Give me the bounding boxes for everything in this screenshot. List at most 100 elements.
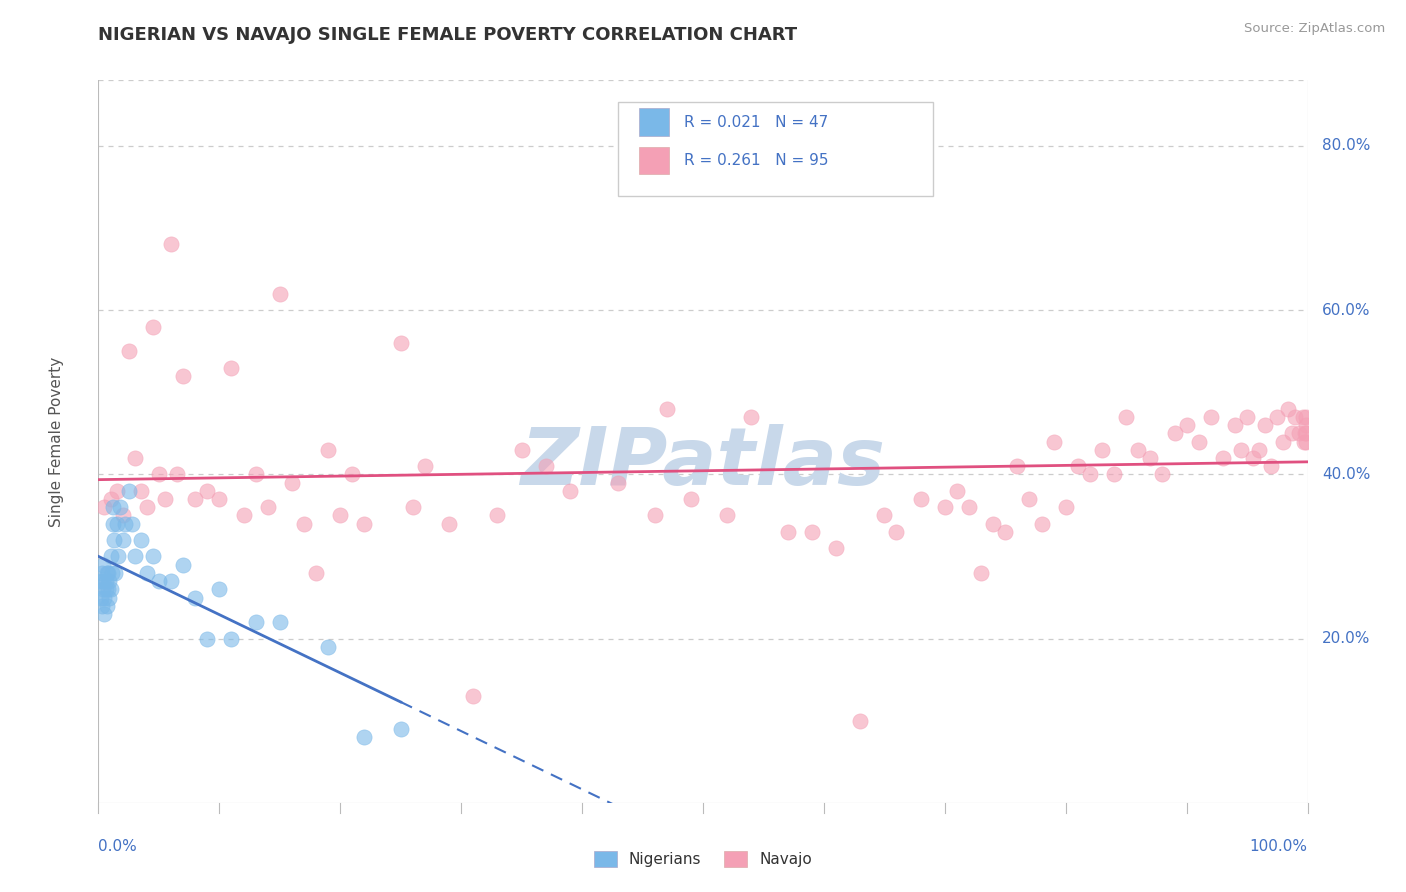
- Point: [655, 401, 678, 416]
- Point: [1199, 409, 1222, 424]
- Point: [245, 467, 267, 482]
- Point: [118, 344, 141, 359]
- Text: R = 0.021   N = 47: R = 0.021 N = 47: [683, 115, 828, 129]
- Point: [221, 632, 243, 646]
- Point: [316, 442, 339, 457]
- Point: [1115, 409, 1137, 424]
- Point: [1042, 434, 1064, 449]
- Point: [873, 508, 896, 523]
- Text: NIGERIAN VS NAVAJO SINGLE FEMALE POVERTY CORRELATION CHART: NIGERIAN VS NAVAJO SINGLE FEMALE POVERTY…: [98, 26, 797, 44]
- Point: [981, 516, 1004, 531]
- Point: [1249, 442, 1271, 457]
- Point: [94, 574, 117, 588]
- Point: [1277, 401, 1299, 416]
- Point: [208, 491, 231, 506]
- Point: [142, 549, 165, 564]
- Point: [172, 558, 194, 572]
- Point: [91, 566, 114, 580]
- Point: [124, 450, 146, 465]
- Point: [1223, 418, 1246, 433]
- Point: [1281, 426, 1303, 441]
- Point: [1188, 434, 1211, 449]
- Point: [1241, 450, 1264, 465]
- Point: [100, 566, 122, 580]
- Point: [108, 500, 131, 515]
- Point: [91, 599, 114, 613]
- Point: [934, 500, 956, 515]
- Bar: [638, 147, 669, 174]
- Point: [101, 500, 124, 515]
- Point: [1067, 459, 1090, 474]
- Point: [994, 524, 1017, 539]
- Point: [389, 336, 412, 351]
- Point: [1288, 426, 1310, 441]
- Point: [118, 483, 141, 498]
- Point: [208, 582, 231, 597]
- Point: [256, 500, 278, 515]
- Point: [957, 500, 980, 515]
- Point: [342, 467, 364, 482]
- Text: 100.0%: 100.0%: [1250, 838, 1308, 854]
- Point: [281, 475, 304, 490]
- Point: [389, 722, 412, 736]
- Point: [1294, 426, 1316, 441]
- Point: [148, 467, 170, 482]
- Point: [195, 632, 218, 646]
- Point: [166, 467, 188, 482]
- Point: [97, 566, 120, 580]
- Point: [946, 483, 969, 498]
- Point: [96, 566, 118, 580]
- Point: [1295, 409, 1317, 424]
- Text: 40.0%: 40.0%: [1322, 467, 1371, 482]
- Point: [1212, 450, 1234, 465]
- Point: [93, 500, 115, 515]
- Point: [184, 491, 207, 506]
- Point: [100, 549, 122, 564]
- Point: [1284, 409, 1306, 424]
- Point: [124, 549, 146, 564]
- Point: [93, 607, 115, 621]
- Point: [111, 508, 134, 523]
- Point: [740, 409, 762, 424]
- Point: [104, 566, 127, 580]
- Point: [98, 574, 121, 588]
- Text: Single Female Poverty: Single Female Poverty: [49, 357, 63, 526]
- Point: [97, 582, 120, 597]
- Point: [1260, 459, 1282, 474]
- Point: [1163, 426, 1185, 441]
- Point: [800, 524, 823, 539]
- Point: [1267, 409, 1289, 424]
- Point: [135, 566, 157, 580]
- Point: [160, 574, 183, 588]
- Point: [1018, 491, 1040, 506]
- Point: [1078, 467, 1101, 482]
- Point: [105, 483, 128, 498]
- Text: 60.0%: 60.0%: [1322, 302, 1371, 318]
- Point: [153, 491, 176, 506]
- Point: [121, 516, 143, 531]
- Point: [353, 730, 375, 744]
- Point: [316, 640, 339, 654]
- Point: [607, 475, 630, 490]
- Point: [437, 516, 460, 531]
- Text: 80.0%: 80.0%: [1322, 138, 1371, 153]
- Point: [970, 566, 993, 580]
- Point: [98, 591, 121, 605]
- Point: [245, 615, 267, 630]
- Point: [353, 516, 375, 531]
- Point: [910, 491, 932, 506]
- Point: [329, 508, 352, 523]
- Point: [510, 442, 533, 457]
- Point: [1295, 434, 1317, 449]
- Point: [91, 582, 114, 597]
- Point: [269, 286, 291, 301]
- Point: [1139, 450, 1161, 465]
- Point: [825, 541, 848, 556]
- Point: [305, 566, 328, 580]
- Point: [105, 516, 128, 531]
- Point: [107, 549, 129, 564]
- Point: [1236, 409, 1258, 424]
- Point: [269, 615, 291, 630]
- Point: [103, 533, 125, 547]
- Point: [184, 591, 207, 605]
